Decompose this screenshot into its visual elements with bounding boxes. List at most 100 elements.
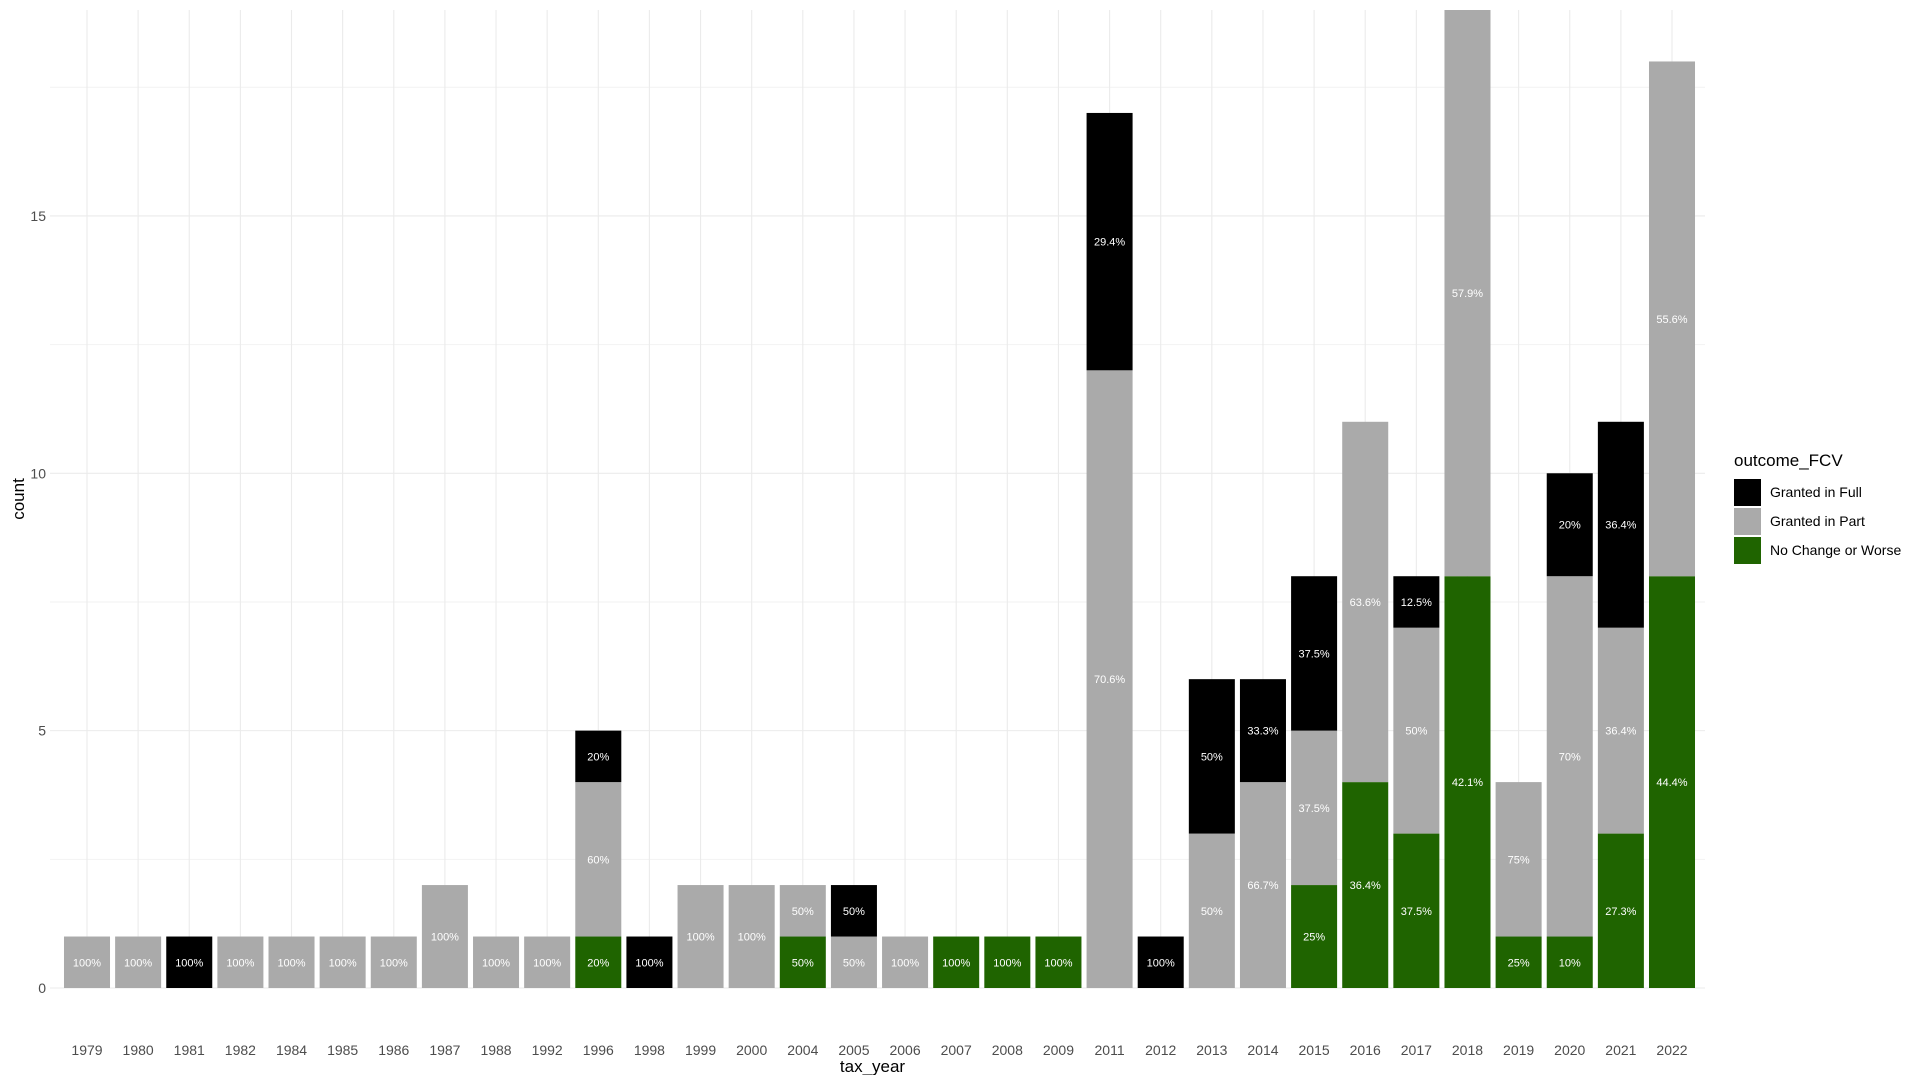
bar-data-label: 100% bbox=[533, 957, 561, 969]
x-tick-label: 2009 bbox=[1043, 1042, 1074, 1058]
bar-segment bbox=[1648, 61, 1696, 577]
x-tick-label: 1979 bbox=[71, 1042, 102, 1058]
bar-segment bbox=[1648, 576, 1696, 988]
x-tick-label: 2005 bbox=[838, 1042, 869, 1058]
bar-data-label: 20% bbox=[1559, 520, 1581, 532]
x-tick-label: 1981 bbox=[174, 1042, 205, 1058]
bar-data-label: 44.4% bbox=[1656, 777, 1687, 789]
bar-data-label: 20% bbox=[587, 751, 609, 763]
bar-data-label: 100% bbox=[73, 957, 101, 969]
bar-data-label: 100% bbox=[635, 957, 663, 969]
bar-segment bbox=[575, 730, 622, 783]
y-tick-label: 15 bbox=[30, 208, 46, 224]
bar-segment bbox=[1444, 576, 1491, 988]
bar-data-label: 100% bbox=[226, 957, 254, 969]
bar-segment bbox=[1597, 833, 1644, 988]
bar-segment bbox=[1597, 627, 1644, 834]
bar-segment bbox=[319, 936, 366, 988]
bar-segment bbox=[1393, 576, 1440, 628]
bar-data-label: 50% bbox=[1405, 726, 1427, 738]
bar-segment bbox=[1546, 936, 1593, 988]
bar-segment bbox=[626, 936, 673, 988]
bar-data-label: 42.1% bbox=[1452, 777, 1483, 789]
bar-segment bbox=[1239, 679, 1286, 783]
bar-segment bbox=[1444, 10, 1491, 577]
bar-segment bbox=[1137, 936, 1184, 988]
legend-key bbox=[1734, 537, 1761, 564]
x-tick-label: 1992 bbox=[532, 1042, 563, 1058]
bar-segment bbox=[217, 936, 264, 988]
bar-segment bbox=[1393, 627, 1440, 834]
bar-data-label: 50% bbox=[792, 957, 814, 969]
bar-segment bbox=[1342, 421, 1389, 783]
bar-data-label: 20% bbox=[587, 957, 609, 969]
bar-data-label: 25% bbox=[1303, 932, 1325, 944]
bar-segment bbox=[984, 936, 1031, 988]
x-tick-label: 2011 bbox=[1095, 1042, 1125, 1058]
bar-segment bbox=[677, 885, 724, 988]
bar-data-label: 50% bbox=[1201, 906, 1223, 918]
bar-data-label: 100% bbox=[1147, 957, 1175, 969]
x-tick-label: 1987 bbox=[429, 1042, 460, 1058]
x-tick-label: 2014 bbox=[1247, 1042, 1278, 1058]
x-tick-label: 2006 bbox=[889, 1042, 920, 1058]
bar-data-label: 100% bbox=[686, 932, 714, 944]
bar-segment bbox=[166, 936, 213, 988]
bar-segment bbox=[575, 936, 622, 988]
bar-data-label: 37.5% bbox=[1298, 803, 1329, 815]
bar-data-label: 50% bbox=[1201, 751, 1223, 763]
x-tick-label: 2012 bbox=[1145, 1042, 1176, 1058]
legend-label: Granted in Full bbox=[1770, 484, 1862, 500]
bar-data-label: 100% bbox=[380, 957, 408, 969]
bar-data-label: 29.4% bbox=[1094, 237, 1125, 249]
bar-data-label: 37.5% bbox=[1401, 906, 1432, 918]
x-axis-ticks: 1979 1980 1981 1982 1984 1985 1986 1987 1988 1992… bbox=[71, 1042, 1687, 1058]
bar-segment bbox=[1291, 730, 1338, 886]
bar-segment bbox=[1188, 833, 1235, 988]
x-tick-label: 1984 bbox=[276, 1042, 307, 1058]
x-tick-label: 1988 bbox=[480, 1042, 511, 1058]
x-tick-label: 2008 bbox=[992, 1042, 1023, 1058]
x-tick-label: 2018 bbox=[1452, 1042, 1483, 1058]
bar-data-label: 12.5% bbox=[1401, 597, 1432, 609]
x-tick-label: 2017 bbox=[1401, 1042, 1432, 1058]
bar-segment bbox=[473, 936, 520, 988]
bars bbox=[63, 10, 1696, 988]
x-tick-label: 2020 bbox=[1554, 1042, 1585, 1058]
legend-label: No Change or Worse bbox=[1770, 542, 1901, 558]
bar-segment bbox=[421, 885, 468, 988]
bar-segment bbox=[1239, 782, 1286, 988]
bar-data-label: 60% bbox=[587, 854, 609, 866]
bar-data-label: 100% bbox=[124, 957, 152, 969]
y-tick-label: 0 bbox=[38, 980, 46, 996]
bar-segment bbox=[830, 885, 877, 937]
bar-segment bbox=[1495, 936, 1542, 988]
bar-data-label: 70% bbox=[1559, 751, 1581, 763]
bar-segment bbox=[1597, 421, 1644, 628]
bar-segment bbox=[1086, 370, 1133, 988]
bar-segment bbox=[1495, 782, 1542, 937]
bar-data-label: 25% bbox=[1508, 957, 1530, 969]
x-tick-label: 2007 bbox=[941, 1042, 972, 1058]
bar-data-label: 36.4% bbox=[1605, 726, 1636, 738]
x-tick-label: 2021 bbox=[1605, 1042, 1636, 1058]
bar-segment bbox=[779, 936, 826, 988]
bar-segment bbox=[1342, 782, 1389, 988]
bar-data-label: 100% bbox=[993, 957, 1021, 969]
bar-data-label: 10% bbox=[1559, 957, 1581, 969]
bar-data-label: 50% bbox=[843, 957, 865, 969]
bar-data-label: 100% bbox=[891, 957, 919, 969]
x-tick-label: 2015 bbox=[1299, 1042, 1330, 1058]
bar-data-label: 50% bbox=[843, 906, 865, 918]
x-tick-label: 2013 bbox=[1196, 1042, 1227, 1058]
x-tick-label: 1980 bbox=[123, 1042, 154, 1058]
x-tick-label: 1998 bbox=[634, 1042, 665, 1058]
bar-segment bbox=[115, 936, 162, 988]
bar-data-label: 70.6% bbox=[1094, 674, 1125, 686]
x-tick-label: 2004 bbox=[787, 1042, 818, 1058]
bar-segment bbox=[1546, 473, 1593, 577]
legend: outcome_FCV Granted in Full Granted in Pa… bbox=[1734, 451, 1901, 564]
x-tick-label: 2016 bbox=[1350, 1042, 1381, 1058]
bar-data-label: 55.6% bbox=[1656, 314, 1687, 326]
bar-segment bbox=[524, 936, 571, 988]
